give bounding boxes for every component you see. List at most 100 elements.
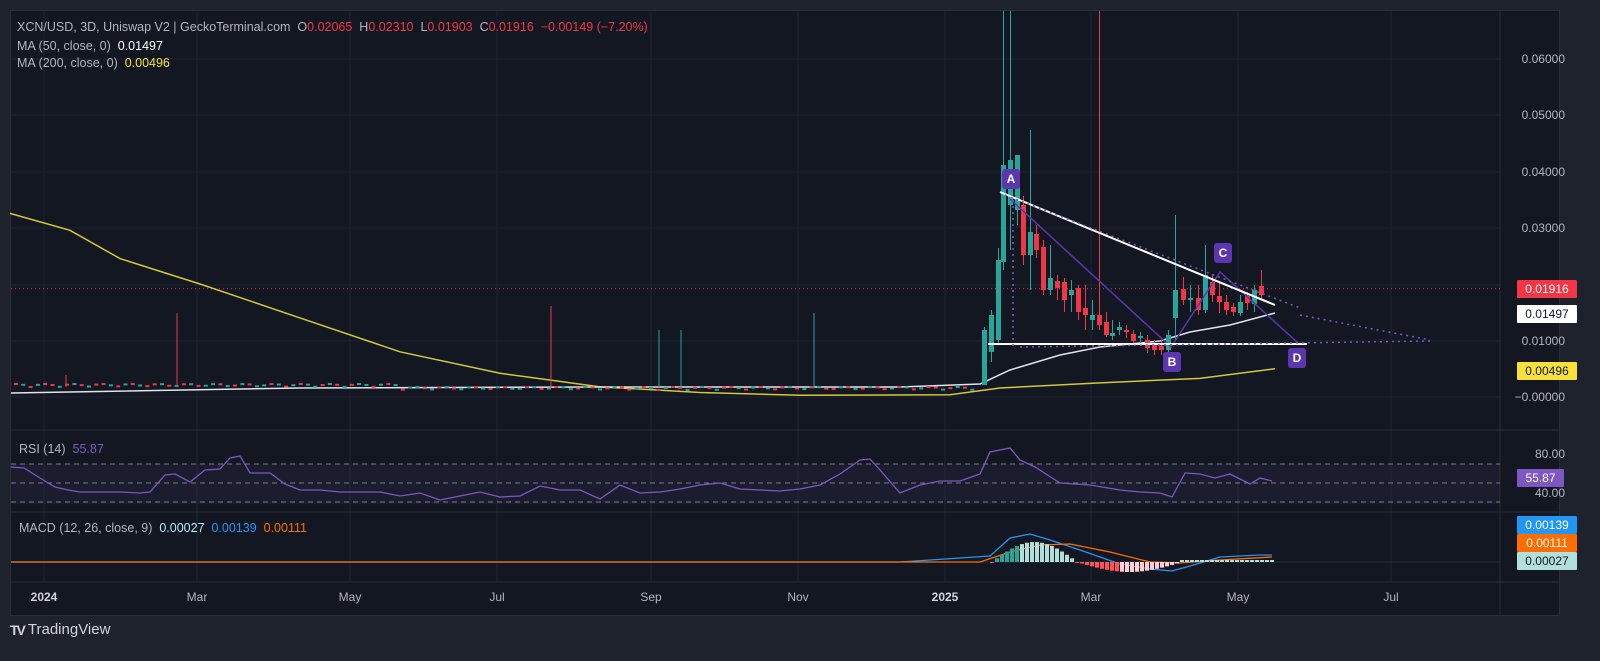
candle [57,385,62,388]
candle [386,383,391,386]
macd-histogram-bar [1030,542,1034,562]
candle [196,384,201,387]
candle [481,387,486,390]
time-axis-label: Nov [787,590,809,604]
ohlc-high-value: 0.02310 [368,20,414,34]
signal-line [11,543,1273,564]
candle [357,383,362,386]
rsi-line [10,447,1273,501]
macd-histogram-bar [1025,542,1029,562]
candle [875,386,880,389]
candle [948,387,953,390]
macd-histogram-bar [1250,560,1254,562]
candle [327,383,332,386]
candle-body [1104,322,1109,335]
pattern-point-d[interactable]: D [1288,348,1306,368]
symbol-title: XCN/USD, 3D, Uniswap V2 | GeckoTerminal.… [17,20,291,34]
candle [692,386,697,389]
time-axis-label: 2024 [30,590,58,604]
macd-legend[interactable]: MACD (12, 26, close, 9) 0.00027 0.00139 … [19,521,307,535]
candle-body [1224,302,1229,310]
candle [50,384,55,387]
candle-body [1231,307,1236,312]
macd-histogram-bar [1060,551,1064,562]
macd-histogram-bar [1020,544,1024,562]
ma200-value: 0.00496 [124,56,170,70]
time-axis-label: May [338,590,362,604]
macd-histogram-bar [1175,562,1179,564]
candle [714,388,719,391]
macd-histogram-bar [1035,542,1039,562]
macd-histogram-bar [1080,562,1084,564]
candle-body [1055,281,1060,288]
ma50-price-tag: 0.01497 [1517,305,1577,323]
candle [72,383,77,386]
macd-histogram-bar [1055,548,1059,562]
macd-histogram-bar [1185,560,1189,562]
macd-histogram-bar [1150,562,1154,570]
candle-body [1021,205,1026,255]
pattern-point-b[interactable]: B [1163,352,1181,372]
macd-histogram-tag: 0.00027 [1517,552,1577,570]
price-tick: 0.04000 [1521,165,1565,179]
tradingview-brand[interactable]: TV TradingView [10,621,110,638]
macd-signal-value: 0.00111 [263,521,307,535]
pattern-point-c[interactable]: C [1214,243,1232,263]
candle [576,387,581,390]
time-axis-label: Mar [1080,590,1102,604]
macd-histogram-bar [1110,562,1114,571]
macd-histogram-bar [990,562,994,563]
rsi-value-tag: 55.87 [1517,469,1564,487]
candle [933,386,938,389]
candle-body [1124,330,1129,332]
macd-histogram-bar [1095,562,1099,568]
candle-body [1110,333,1115,336]
candle [452,387,456,390]
candle [634,387,639,390]
candle [736,387,741,390]
candle [860,387,865,390]
candle [517,387,522,390]
candle [233,384,237,387]
candle-body [1173,290,1178,318]
macd-histogram-bar [1235,560,1239,562]
macd-histogram-bar [1105,562,1109,570]
macd-histogram-bar [1100,562,1104,569]
candle [291,384,296,387]
pattern-point-a[interactable]: A [1002,169,1020,189]
price-tick: 0.06000 [1521,52,1565,66]
candle [276,383,281,386]
macd-histogram-bar [1230,560,1234,562]
chart-frame[interactable] [10,10,1560,616]
macd-histogram-bar [1165,562,1169,567]
candle [846,386,851,389]
candle [809,386,814,389]
ohlc-close-value: 0.01916 [488,20,534,34]
macd-histogram-bar [1050,546,1054,562]
candle [671,386,675,389]
support-projection [1019,340,1431,348]
candle [824,387,829,390]
macd-histogram-bar [1190,560,1194,562]
ma50-legend[interactable]: MA (50, close, 0) 0.01497 [17,39,163,53]
macd-histogram-bar [1145,562,1149,571]
macd-histogram-bar [1160,562,1164,568]
candle [612,386,617,389]
macd-histogram-bar [1005,551,1009,562]
trendline-projection [1004,194,1301,309]
candle [28,385,33,388]
candle [744,388,748,391]
ma200-legend[interactable]: MA (200, close, 0) 0.00496 [17,56,170,70]
candle [539,388,544,391]
macd-histogram-bar [1270,560,1274,562]
candle [911,388,916,391]
macd-histogram-bar [1210,560,1214,562]
rsi-legend[interactable]: RSI (14) 55.87 [19,442,104,456]
candle-body [996,260,1001,340]
candle [700,386,705,389]
candle [349,383,354,386]
candle [284,385,289,388]
candle-body [1028,232,1033,255]
candle [430,388,435,391]
